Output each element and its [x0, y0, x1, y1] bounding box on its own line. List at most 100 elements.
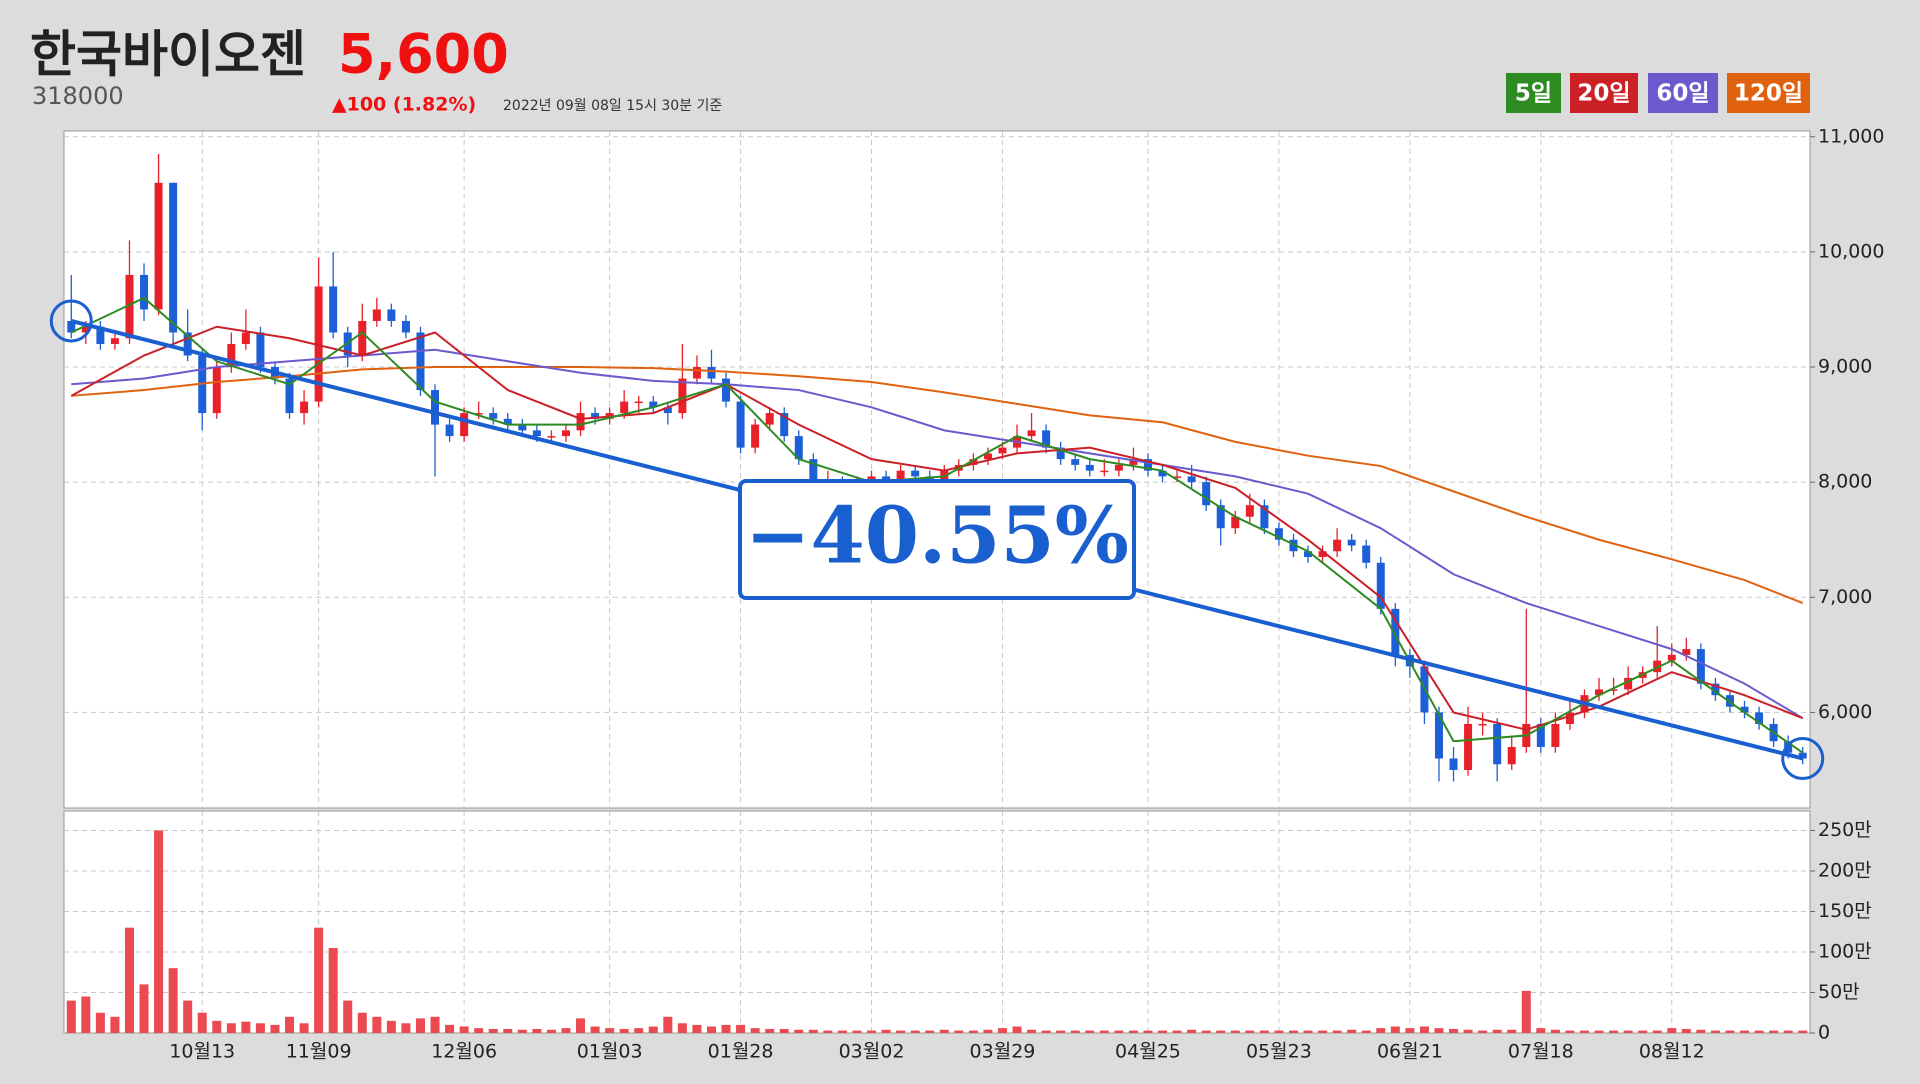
- volume-bar: [1652, 1030, 1662, 1033]
- volume-bar: [488, 1028, 498, 1033]
- volume-bar: [736, 1024, 746, 1033]
- volume-bar: [401, 1023, 411, 1033]
- volume-bar: [1361, 1030, 1371, 1033]
- x-tick-label: 12월06: [431, 1041, 497, 1063]
- candle-body: [794, 436, 803, 460]
- volume-bar: [299, 1023, 309, 1033]
- candle-body: [896, 470, 905, 483]
- volume-bar: [1332, 1030, 1342, 1033]
- candle-body: [1478, 723, 1487, 726]
- volume-bar: [66, 1000, 76, 1033]
- volume-bar: [1390, 1026, 1400, 1033]
- candle-body: [1333, 539, 1342, 552]
- volume-bar: [1579, 1030, 1589, 1033]
- volume-bar: [1594, 1030, 1604, 1033]
- volume-bar: [910, 1030, 920, 1033]
- x-tick-label: 01월28: [708, 1041, 774, 1063]
- candle-body: [722, 378, 731, 402]
- volume-bar: [1114, 1030, 1124, 1033]
- volume-bar: [1623, 1030, 1633, 1033]
- volume-bar: [1303, 1030, 1313, 1033]
- volume-bar: [1201, 1030, 1211, 1033]
- volume-bar: [1725, 1030, 1735, 1033]
- candle-body: [1027, 430, 1036, 437]
- volume-bar: [823, 1030, 833, 1033]
- volume-bar: [1056, 1030, 1066, 1033]
- volume-bar: [1681, 1028, 1691, 1033]
- volume-bar: [590, 1026, 600, 1033]
- candle-body: [1318, 551, 1327, 558]
- volume-bar: [1288, 1030, 1298, 1033]
- candle-body: [1143, 459, 1152, 471]
- volume-bar: [1740, 1030, 1750, 1033]
- candle-body: [576, 413, 585, 431]
- candle-body: [1376, 562, 1385, 609]
- candle-body: [1085, 464, 1094, 471]
- volume-bar: [867, 1030, 877, 1033]
- volume-bar: [168, 968, 178, 1033]
- x-tick-label: 01월03: [577, 1041, 643, 1063]
- candle-body: [591, 413, 600, 419]
- x-tick-label: 08월12: [1639, 1041, 1705, 1063]
- volume-bar: [1070, 1030, 1080, 1033]
- volume-bar: [212, 1020, 222, 1033]
- volume-bar: [1274, 1030, 1284, 1033]
- volume-bar: [561, 1028, 571, 1033]
- volume-bar: [124, 927, 134, 1033]
- candle-body: [1464, 723, 1473, 771]
- x-tick-label: 05월23: [1246, 1041, 1312, 1063]
- volume-bar: [474, 1028, 484, 1033]
- volume-bar: [154, 830, 164, 1033]
- candle-body: [1391, 608, 1400, 655]
- volume-bar: [677, 1023, 687, 1033]
- candle-body: [1114, 464, 1123, 471]
- volume-bar: [328, 947, 338, 1033]
- volume-bar: [1434, 1028, 1444, 1033]
- volume-bar: [445, 1024, 455, 1033]
- candle-body: [1202, 482, 1211, 506]
- candle-body: [1493, 723, 1502, 765]
- y-tick-label: 11,000: [1818, 125, 1884, 147]
- candle-body: [678, 378, 687, 414]
- y-tick-label: 6,000: [1818, 701, 1872, 723]
- y2-tick-label: 0: [1818, 1022, 1830, 1044]
- volume-bar: [1609, 1030, 1619, 1033]
- y2-tick-label: 200만: [1818, 859, 1872, 881]
- volume-bar: [1259, 1030, 1269, 1033]
- candle-body: [329, 286, 338, 333]
- candle-body: [474, 413, 483, 415]
- candle-body: [998, 447, 1007, 454]
- candle-body: [256, 332, 265, 368]
- candle-body: [547, 436, 556, 438]
- volume-bar: [605, 1028, 615, 1033]
- volume-bar: [314, 927, 324, 1033]
- legend-swatch: [1506, 73, 1561, 113]
- volume-bar: [1798, 1030, 1808, 1033]
- volume-bar: [430, 1016, 440, 1033]
- candle-body: [911, 470, 920, 477]
- volume-bar: [81, 996, 91, 1033]
- candle-body: [1100, 470, 1109, 473]
- candle-body: [1274, 528, 1283, 540]
- annotation-box: [738, 479, 1136, 600]
- candle-body: [1260, 505, 1269, 529]
- candle-body: [285, 378, 294, 414]
- candle-body: [445, 424, 454, 437]
- volume-bar: [1536, 1028, 1546, 1033]
- volume-bar: [648, 1026, 658, 1033]
- volume-bar: [750, 1028, 760, 1033]
- y-tick-label: 7,000: [1818, 586, 1872, 608]
- candle-body: [1362, 545, 1371, 563]
- candle-body: [634, 401, 643, 404]
- volume-bar: [255, 1023, 265, 1033]
- volume-bar: [1492, 1029, 1502, 1033]
- candle-body: [518, 424, 527, 431]
- candle-body: [81, 326, 90, 333]
- candle-body: [96, 326, 105, 345]
- volume-bar: [896, 1030, 906, 1033]
- volume-bar: [1041, 1030, 1051, 1033]
- volume-bar: [1085, 1030, 1095, 1033]
- candle-body: [227, 344, 236, 368]
- volume-bar: [343, 1000, 353, 1033]
- volume-bar: [881, 1029, 891, 1033]
